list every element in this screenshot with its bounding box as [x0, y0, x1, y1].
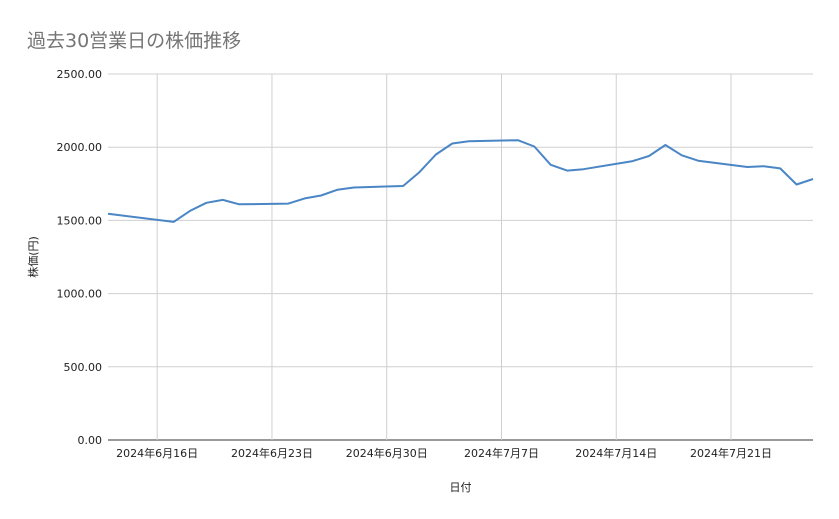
- series-line: [107, 139, 814, 223]
- data-point: [680, 153, 684, 157]
- data-point: [237, 202, 241, 206]
- x-tick-label: 2024年6月16日: [116, 446, 198, 460]
- data-point: [647, 154, 651, 158]
- y-tick-label: 2500.00: [57, 68, 103, 81]
- series-layer: [106, 138, 815, 224]
- y-tick-label: 2000.00: [57, 141, 103, 154]
- data-point: [794, 182, 798, 186]
- data-point: [335, 187, 339, 191]
- x-tick-label: 2024年7月21日: [690, 446, 772, 460]
- data-point: [401, 184, 405, 188]
- data-point: [204, 201, 208, 205]
- data-point: [319, 193, 323, 197]
- data-point: [434, 152, 438, 156]
- y-tick-label: 500.00: [64, 361, 103, 374]
- x-tick-label: 2024年6月30日: [346, 446, 428, 460]
- data-point: [565, 168, 569, 172]
- data-point: [417, 170, 421, 174]
- data-point: [303, 196, 307, 200]
- data-point: [532, 144, 536, 148]
- data-point: [450, 141, 454, 145]
- y-tick-label: 1500.00: [57, 214, 103, 227]
- x-axis-ticks: 2024年6月16日 2024年6月23日 2024年6月30日 2024年7月7日 2…: [116, 446, 772, 460]
- y-tick-label: 0.00: [78, 434, 103, 447]
- y-axis-ticks: 0.00 500.00 1000.00 1500.00 2000.00 2500.00: [57, 68, 103, 447]
- data-point: [106, 212, 110, 216]
- x-tick-label: 2024年7月7日: [464, 446, 539, 460]
- data-point: [745, 165, 749, 169]
- x-tick-label: 2024年7月14日: [575, 446, 657, 460]
- grid: [108, 73, 813, 441]
- data-point: [778, 166, 782, 170]
- data-point: [516, 138, 520, 142]
- chart-title: 過去30営業日の株価推移: [27, 30, 242, 52]
- data-point: [762, 164, 766, 168]
- data-point: [286, 201, 290, 205]
- data-point: [466, 139, 470, 143]
- data-point: [581, 167, 585, 171]
- x-axis-title: 日付: [450, 481, 472, 494]
- data-point: [696, 158, 700, 162]
- data-point: [221, 198, 225, 202]
- data-point: [171, 220, 175, 224]
- data-point: [548, 163, 552, 167]
- data-point: [188, 209, 192, 213]
- y-tick-label: 1000.00: [57, 288, 103, 301]
- y-axis-title: 株価(円): [26, 236, 40, 278]
- x-tick-label: 2024年6月23日: [231, 446, 313, 460]
- data-point: [811, 177, 815, 181]
- data-point: [630, 159, 634, 163]
- data-point: [663, 143, 667, 147]
- data-point: [352, 185, 356, 189]
